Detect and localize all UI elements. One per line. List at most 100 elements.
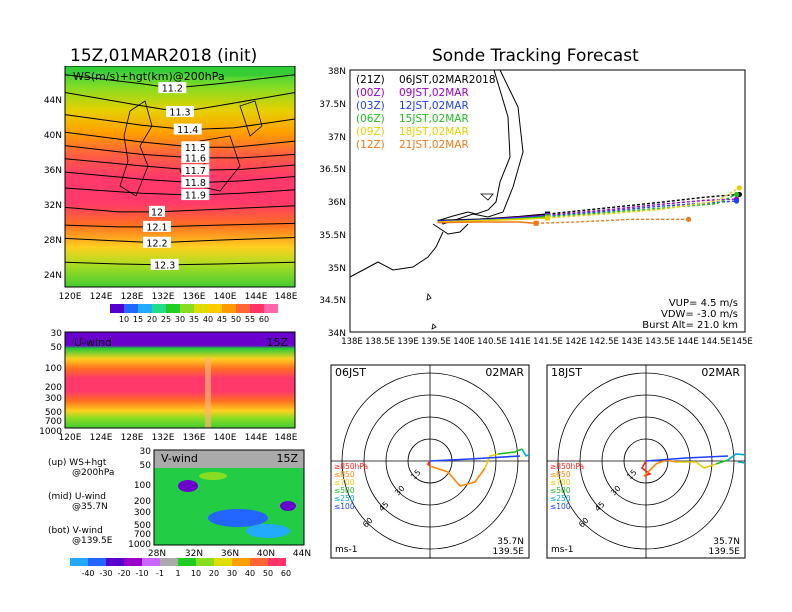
lat-tick: 40N xyxy=(257,549,275,558)
colorbar-tick: 20 xyxy=(147,315,157,324)
legend-utc-2: (03Z) xyxy=(356,100,385,112)
hodo-time: 18JST xyxy=(551,366,582,379)
lat-tick: 40N xyxy=(44,131,62,141)
hodo-unit: ms-1 xyxy=(551,545,573,555)
ws-lat-axis: 44N 40N 36N 32N 28N 24N xyxy=(44,96,62,281)
lon-tick: 120E xyxy=(59,292,82,302)
p-tick: 50 xyxy=(140,461,152,471)
track-legend: (21Z) 06JST,02MAR2018 (00Z) 09JST,02MAR … xyxy=(356,74,496,151)
contour-label-bg xyxy=(166,106,194,117)
lon-tick: 141.5E xyxy=(533,337,563,347)
lon-tick: 139E xyxy=(397,337,419,347)
wind-colorbar-tick: 50 xyxy=(263,569,273,578)
p-tick: 1000 xyxy=(39,427,62,437)
track-endpoint xyxy=(733,198,740,204)
v-panel-time: 15Z xyxy=(276,452,298,465)
hodograph-right: 18JST 02MAR 15 30 45 60 ≥850hPa ≤850 ≤70… xyxy=(546,364,746,560)
lon-tick: 144E xyxy=(245,292,268,302)
contour-label-bg xyxy=(181,189,210,201)
legend-utc-3: (06Z) xyxy=(356,113,385,125)
lon-tick: 136E xyxy=(183,433,206,443)
lat-tick: 36N xyxy=(221,549,239,558)
lon-tick: 120E xyxy=(59,433,82,443)
wind-colorbar-tick: -10 xyxy=(135,569,148,578)
ws-colorbar: 10 15 20 25 30 35 40 45 50 55 60 xyxy=(110,304,278,324)
panel-notes: (up) WS+hgt @200hPa (mid) U-wind @35.7N … xyxy=(42,458,152,546)
hodo-level-legend: ≥850hPa ≤850 ≤700 ≤500 ≤250 ≤100 xyxy=(334,462,368,511)
burst-label: Burst Alt= 21.0 km xyxy=(642,320,738,331)
lon-tick: 139.5E xyxy=(421,337,451,347)
wind-colorbar-tick: 30 xyxy=(227,569,237,578)
lon-tick: 140E xyxy=(214,433,237,443)
p-tick: 500 xyxy=(134,521,151,531)
track-series-forecast xyxy=(547,187,740,219)
colorbar-tick: 45 xyxy=(217,315,227,324)
wind-colorbar-tick: -20 xyxy=(117,569,130,578)
lat-tick: 36N xyxy=(44,166,62,176)
track-endpoint xyxy=(685,216,692,222)
level-label: ≤850 xyxy=(550,470,571,479)
track-map-panel: 38N 37.5N 37N 36.5N 36N 35.5N 35N 34.5N … xyxy=(318,62,758,352)
wind-colorbar-tick: -40 xyxy=(81,569,94,578)
contour-label-bg xyxy=(149,205,165,217)
u-panel-label: U-wind xyxy=(74,336,112,349)
lon-tick: 128E xyxy=(121,433,144,443)
lat-tick: 36N xyxy=(328,198,346,208)
contour-label-bg xyxy=(181,176,210,188)
lon-tick: 144E xyxy=(677,337,699,347)
p-tick: 700 xyxy=(45,417,62,427)
lon-tick: 143.5E xyxy=(645,337,675,347)
lat-tick: 44N xyxy=(44,96,62,106)
contour-label: 11.8 xyxy=(185,178,206,189)
track-midpoint xyxy=(533,220,539,226)
level-label: ≤700 xyxy=(550,478,571,487)
wind-colorbar-tick: -1 xyxy=(156,569,164,578)
contour-label: 11.4 xyxy=(177,125,198,136)
contour-label: 11.9 xyxy=(185,191,206,202)
track-map: 38N 37.5N 37N 36.5N 36N 35.5N 35N 34.5N … xyxy=(319,67,753,347)
note-bot-1: (bot) V-wind xyxy=(48,526,103,536)
ws-height-map: 11.2 11.3 11.4 11.511.6 11.711.8 11.9 12 12.1 12… xyxy=(44,65,298,324)
lat-tick: 37N xyxy=(328,133,346,143)
lat-tick: 32N xyxy=(185,549,203,558)
lat-tick: 44N xyxy=(293,549,311,558)
height-contours: 11.2 11.3 11.4 11.511.6 11.711.8 11.9 12 12.1 12… xyxy=(64,74,296,271)
legend-jst-5: 21JST,02MAR xyxy=(399,139,469,151)
p-tick: 30 xyxy=(140,447,152,457)
hodo-lon: 139.5E xyxy=(493,547,525,557)
p-tick: 300 xyxy=(134,508,151,518)
wind-colorbar: -40 -30 -20 -10 -1 1 10 20 30 40 50 60 xyxy=(68,558,308,582)
lon-tick: 141E xyxy=(509,337,531,347)
note-mid-2: @35.7N xyxy=(72,502,108,512)
lat-tick: 34N xyxy=(328,329,346,339)
p-tick: 50 xyxy=(51,343,63,353)
ws-height-panel: 11.2 11.3 11.4 11.5 11.6 11.7 11.8 11.9 12 12.1 12… xyxy=(40,65,310,336)
lon-tick: 138.5E xyxy=(365,337,395,347)
track-series-forecast xyxy=(536,218,689,224)
p-tick: 30 xyxy=(51,329,63,339)
contour-label: 12.3 xyxy=(154,260,175,271)
contour-label-bg xyxy=(143,220,171,232)
contour-label-bg xyxy=(150,258,179,270)
lat-tick: 38N xyxy=(328,67,346,77)
lat-tick: 24N xyxy=(44,271,62,281)
v-wind-section: V-wind 15Z 30 50 100 200 300 500 700 100… xyxy=(128,447,311,559)
legend-utc-4: (09Z) xyxy=(356,126,385,138)
contour-label: 12.2 xyxy=(146,238,167,249)
level-label: ≤250 xyxy=(334,494,355,503)
track-series-forecast xyxy=(547,193,740,215)
lon-tick: 124E xyxy=(90,433,113,443)
hodo-lon: 139.5E xyxy=(709,547,741,557)
colorbar-tick: 60 xyxy=(259,315,269,324)
contour-label: 11.2 xyxy=(162,84,183,95)
colorbar-tick: 40 xyxy=(203,315,213,324)
track-series-line xyxy=(437,221,537,225)
contour-label: 11.5 xyxy=(185,143,206,154)
wind-colorbar-tick: -30 xyxy=(99,569,112,578)
level-label: ≥850hPa xyxy=(334,462,368,471)
contour-label-bg xyxy=(158,82,187,94)
track-lon-axis: 138E 138.5E 139E 139.5E 140E 140.5E 141E… xyxy=(341,337,753,347)
hodo-date: 02MAR xyxy=(701,366,740,379)
colorbar-tick: 55 xyxy=(245,315,255,324)
track-series-forecast xyxy=(547,200,737,217)
